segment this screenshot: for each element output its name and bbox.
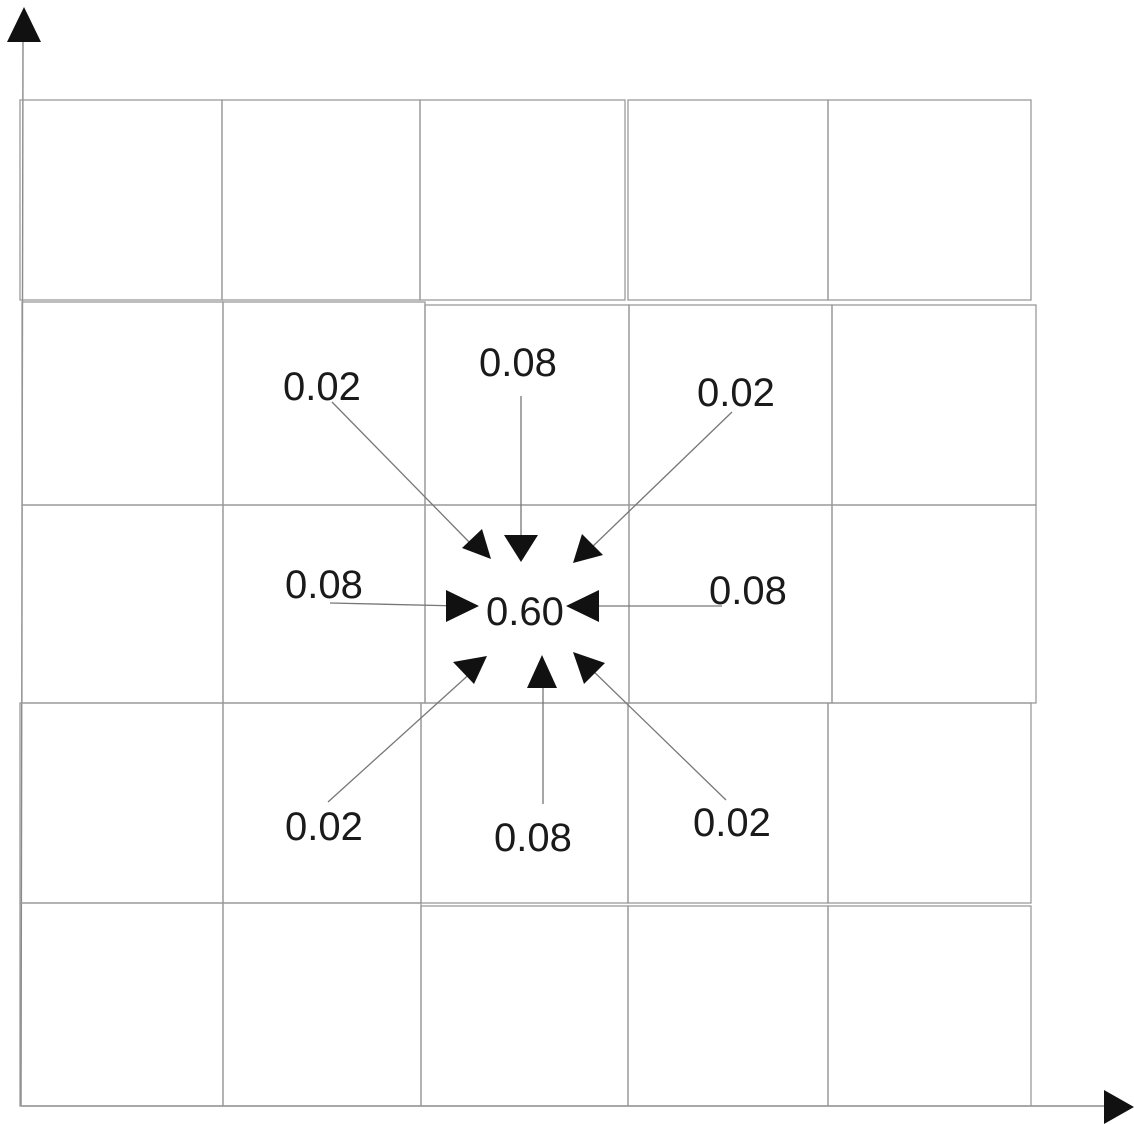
grid-cell [827,702,1032,904]
grid-cells [19,99,1037,1107]
weight-label-bottom: 0.08 [494,816,572,860]
weight-label-top-left: 0.02 [283,365,361,409]
ray-left [329,602,461,607]
ray-bottom-right [587,665,727,801]
weight-label-right: 0.08 [709,569,787,613]
weight-labels: 0.02 0.08 0.02 0.08 0.08 0.02 0.08 0.02 … [283,341,787,860]
y-axis-arrow-icon [7,7,41,42]
grid-cell [19,902,224,1107]
grid-cell [21,301,224,506]
grid-cell [420,702,629,904]
grid-cell [419,99,626,301]
grid-cell [827,905,1032,1107]
grid-cell [627,99,829,301]
arrowhead-bottom-left-icon [453,656,487,684]
center-weight-label: 0.60 [486,590,564,634]
grid-cell [21,504,224,704]
weight-label-bottom-left: 0.02 [285,805,363,849]
ray-top-right [589,411,733,550]
grid-cell [627,905,829,1107]
axes [7,7,1134,1124]
arrowhead-bottom-icon [527,655,557,688]
weight-label-top: 0.08 [479,341,557,385]
grid-cell [831,504,1037,704]
grid-cell [420,905,629,1107]
weight-label-left: 0.08 [285,563,363,607]
grid-cell [221,99,421,301]
arrowhead-top-right-icon [573,534,603,563]
arrowhead-bottom-right-icon [573,652,605,684]
grid-cell [19,99,223,301]
arrowhead-left-icon [446,590,479,622]
weight-label-bottom-right: 0.02 [693,801,771,845]
weight-label-top-right: 0.02 [697,371,775,415]
arrowhead-top-left-icon [462,529,491,559]
arrowhead-right-icon [566,590,599,622]
x-axis-arrow-icon [1104,1090,1134,1124]
arrowhead-top-icon [504,535,538,562]
grid-cell [424,304,630,506]
connector-rays [327,396,733,804]
ray-bottom-left [327,669,475,803]
grid-cell [831,304,1037,506]
grid-cell [222,702,422,904]
grid-cell [222,902,422,1107]
ray-top-left [331,401,473,546]
grid-cell [827,99,1032,301]
grid-cell [19,702,224,904]
